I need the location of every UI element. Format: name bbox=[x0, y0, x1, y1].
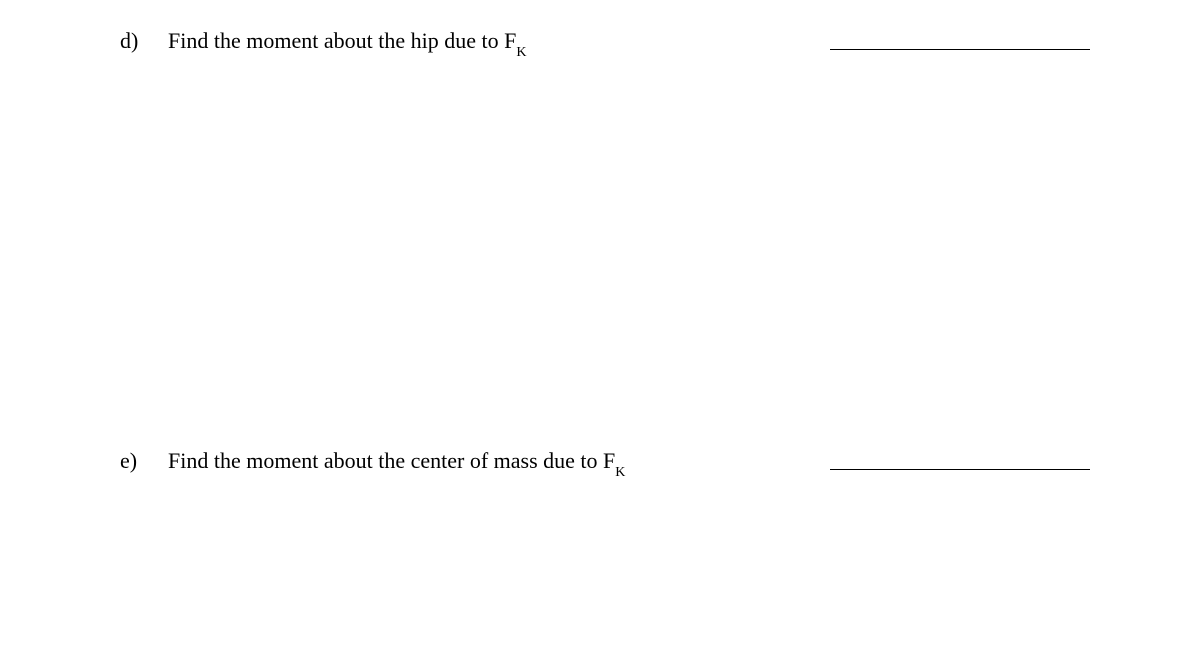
answer-blank-e[interactable] bbox=[830, 469, 1090, 470]
question-e-label: e) bbox=[120, 448, 168, 474]
question-e-subscript: K bbox=[615, 465, 625, 480]
question-d-text-before: Find the moment about the hip due to F bbox=[168, 28, 516, 53]
answer-blank-d[interactable] bbox=[830, 49, 1090, 50]
question-d-subscript: K bbox=[516, 45, 526, 60]
question-e-row: e) Find the moment about the center of m… bbox=[120, 448, 1090, 478]
question-e-text-before: Find the moment about the center of mass… bbox=[168, 448, 615, 473]
question-d-text: Find the moment about the hip due to FK bbox=[168, 28, 526, 58]
question-d-row: d) Find the moment about the hip due to … bbox=[120, 28, 1090, 58]
question-e-text: Find the moment about the center of mass… bbox=[168, 448, 625, 478]
question-d-label: d) bbox=[120, 28, 168, 54]
